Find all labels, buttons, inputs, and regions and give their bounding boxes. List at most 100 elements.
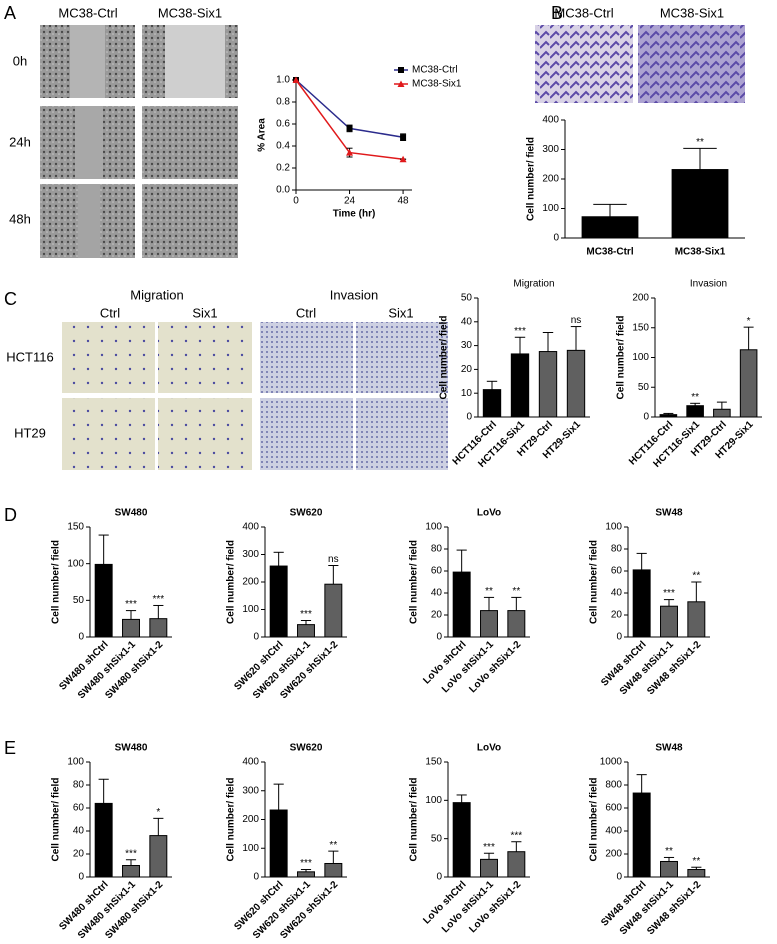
y-tick-label: 0 xyxy=(616,872,622,883)
significance-label: ** xyxy=(665,846,673,857)
chart-title: LoVo xyxy=(477,508,501,519)
bar xyxy=(452,571,471,638)
bar xyxy=(632,569,651,638)
y-tick-label: 100 xyxy=(542,203,559,214)
y-tick-label: 0 xyxy=(78,632,84,643)
y-tick-label: 50 xyxy=(638,382,650,393)
y-tick-label: 0 xyxy=(436,632,442,643)
y-tick-label: 80 xyxy=(611,544,623,555)
y-tick-label: 150 xyxy=(425,757,442,768)
significance-label: ** xyxy=(691,392,699,403)
y-axis-label: Cell number/ field xyxy=(616,316,627,400)
significance-label: *** xyxy=(514,326,526,337)
bar xyxy=(671,169,729,239)
y-tick-label: 200 xyxy=(242,814,259,825)
significance-label: ** xyxy=(512,586,520,597)
transwell-images xyxy=(535,25,745,103)
bar xyxy=(480,610,498,638)
image-row-label: HT29 xyxy=(14,425,46,440)
y-tick-label: 1000 xyxy=(600,757,623,768)
y-tick-label: 200 xyxy=(605,849,622,860)
bar xyxy=(581,216,639,239)
panel-label: D xyxy=(4,505,17,525)
significance-label: *** xyxy=(663,588,675,599)
y-axis-label: Cell number/ field xyxy=(439,316,450,400)
significance-label: ** xyxy=(329,840,337,851)
y-tick-label: 300 xyxy=(542,144,559,155)
y-tick-label: 100 xyxy=(425,795,442,806)
x-tick-label: 48 xyxy=(398,196,410,207)
significance-label: ** xyxy=(696,137,704,148)
y-axis-label: Cell number/ field xyxy=(226,540,237,624)
significance-label: * xyxy=(747,316,751,327)
wound-images xyxy=(40,25,238,258)
bar xyxy=(660,860,678,878)
y-tick-label: 20 xyxy=(73,849,85,860)
significance-label: *** xyxy=(483,842,495,853)
y-tick-label: 0 xyxy=(553,233,559,244)
bar xyxy=(94,802,113,878)
significance-label: *** xyxy=(152,594,164,605)
y-tick-label: 20 xyxy=(461,364,473,375)
legend-label: MC38-Ctrl xyxy=(412,65,458,76)
x-tick-label: MC38-Ctrl xyxy=(586,247,633,258)
bar xyxy=(94,563,113,638)
y-tick-label: 400 xyxy=(242,757,259,768)
chart-title: SW48 xyxy=(655,508,683,519)
y-tick-label: 100 xyxy=(632,352,649,363)
bar xyxy=(324,862,343,878)
y-tick-label: 0 xyxy=(643,412,649,423)
legend-marker xyxy=(398,67,404,73)
y-tick-label: 300 xyxy=(242,785,259,796)
x-tick-label: 24 xyxy=(344,196,356,207)
y-tick-label: 40 xyxy=(461,316,473,327)
y-tick-label: 800 xyxy=(605,780,622,791)
y-tick-label: 0.8 xyxy=(276,97,290,108)
y-tick-label: 20 xyxy=(611,610,623,621)
panel-label: E xyxy=(4,738,16,758)
bar xyxy=(739,349,758,418)
y-tick-label: 100 xyxy=(605,522,622,533)
chart-title: SW620 xyxy=(290,508,323,519)
bar xyxy=(660,605,678,638)
bar xyxy=(269,809,288,878)
legend-label: MC38-Six1 xyxy=(412,79,462,90)
significance-label: ns xyxy=(571,315,582,326)
y-axis-label: Cell number/ field xyxy=(226,778,237,862)
y-tick-label: 200 xyxy=(542,174,559,185)
y-tick-label: 400 xyxy=(542,115,559,126)
y-tick-label: 0.4 xyxy=(276,141,290,152)
y-tick-label: 0 xyxy=(253,872,259,883)
y-tick-label: 50 xyxy=(431,833,443,844)
bar xyxy=(507,851,526,878)
y-tick-label: 400 xyxy=(605,826,622,837)
bar xyxy=(149,835,168,878)
significance-label: *** xyxy=(125,848,137,859)
significance-label: *** xyxy=(510,830,522,841)
significance-label: ** xyxy=(692,856,700,867)
y-tick-label: 40 xyxy=(611,588,623,599)
chart-title: Invasion xyxy=(690,279,727,290)
y-tick-label: 100 xyxy=(425,522,442,533)
y-tick-label: 200 xyxy=(632,293,649,304)
bar xyxy=(713,408,731,418)
y-tick-label: 0.6 xyxy=(276,119,290,130)
y-tick-label: 600 xyxy=(605,803,622,814)
image-column-label: MC38-Ctrl xyxy=(554,5,613,20)
bar xyxy=(297,624,315,638)
image-row-label: HCT116 xyxy=(6,349,53,364)
y-tick-label: 400 xyxy=(242,522,259,533)
y-tick-label: 40 xyxy=(73,826,85,837)
x-axis-label: Time (hr) xyxy=(333,209,376,220)
bar xyxy=(510,353,530,418)
y-tick-label: 100 xyxy=(67,757,84,768)
bar xyxy=(482,389,502,418)
chart-title: SW48 xyxy=(655,743,683,754)
chart-title: SW620 xyxy=(290,743,323,754)
image-column-label: Six1 xyxy=(192,305,217,320)
significance-label: ns xyxy=(328,554,339,565)
migration-invasion-images xyxy=(62,322,448,470)
y-tick-label: 60 xyxy=(431,566,443,577)
y-tick-label: 100 xyxy=(242,843,259,854)
